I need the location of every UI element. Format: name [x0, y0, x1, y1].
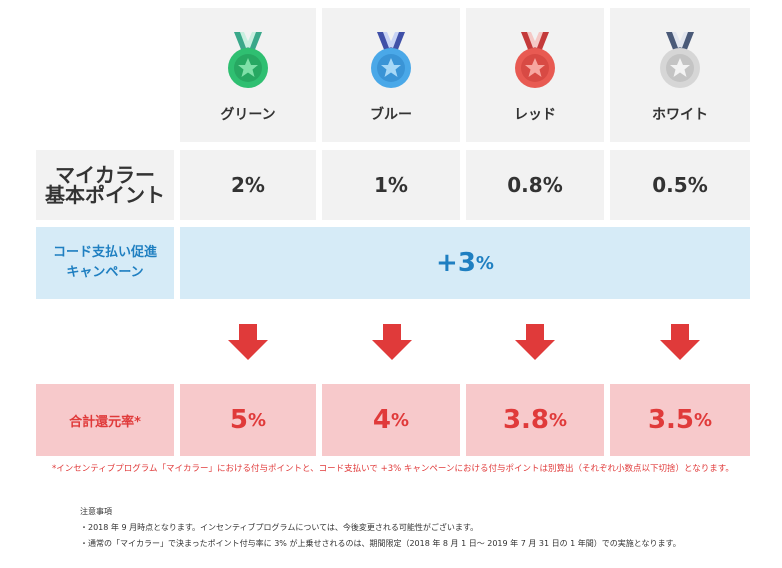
- blue-medal-icon: [371, 32, 411, 88]
- base-points-label-line1: マイカラー: [55, 163, 155, 187]
- footnote: *インセンティブプログラム「マイカラー」における付与ポイントと、コード支払いで …: [52, 464, 734, 474]
- campaign-label-line1: コード支払い促進: [52, 245, 157, 260]
- green-medal-icon: [228, 32, 268, 88]
- notes-item: ・通常の「マイカラー」で決まったポイント付与率に 3% が上乗せされるのは、期間…: [80, 539, 681, 548]
- total-rate-green: 5%: [180, 384, 316, 456]
- total-rate-unit: %: [549, 409, 568, 431]
- campaign-bonus-unit: %: [475, 252, 494, 274]
- arrow-down-icon: [515, 324, 555, 360]
- base-points-white: 0.5%: [610, 150, 750, 220]
- rank-name-white: ホワイト: [652, 107, 708, 123]
- rank-name-red: レッド: [514, 107, 556, 123]
- base-points-green: 2%: [180, 150, 316, 220]
- campaign-bonus-number: +3: [436, 248, 476, 278]
- total-rate-number: 4: [372, 405, 392, 435]
- total-rate-red: 3.8%: [466, 384, 604, 456]
- total-rate-unit: %: [694, 409, 713, 431]
- rank-header-green: グリーン: [180, 8, 316, 142]
- rank-header-red: レッド: [466, 8, 604, 142]
- total-rate-white: 3.5%: [610, 384, 750, 456]
- total-rate-number: 3.8: [502, 405, 549, 435]
- base-points-label: マイカラー 基本ポイント: [36, 150, 174, 220]
- red-medal-icon: [515, 32, 555, 88]
- total-rate-blue: 4%: [322, 384, 460, 456]
- arrow-down-icon: [228, 324, 268, 360]
- base-points-blue: 1%: [322, 150, 460, 220]
- notes-item: ・2018 年 9 月時点となります。インセンティブプログラムについては、今後変…: [80, 523, 479, 532]
- rank-header-blue: ブルー: [322, 8, 460, 142]
- notes-section: 注意事項 ・2018 年 9 月時点となります。インセンティブプログラムについて…: [80, 504, 681, 552]
- base-points-red: 0.8%: [466, 150, 604, 220]
- campaign-label-line2: キャンペーン: [66, 265, 144, 280]
- total-rate-number: 5: [229, 405, 249, 435]
- white-medal-icon: [660, 32, 700, 88]
- notes-title: 注意事項: [80, 507, 112, 516]
- arrow-down-icon: [372, 324, 412, 360]
- total-rate-unit: %: [391, 409, 410, 431]
- total-rate-number: 3.5: [647, 405, 694, 435]
- arrow-down-icon: [660, 324, 700, 360]
- campaign-bonus-value: +3%: [180, 227, 750, 299]
- total-rate-unit: %: [248, 409, 267, 431]
- rank-name-green: グリーン: [220, 107, 276, 123]
- rank-header-white: ホワイト: [610, 8, 750, 142]
- total-rate-label: 合計還元率*: [36, 384, 174, 456]
- campaign-label: コード支払い促進 キャンペーン: [36, 227, 174, 299]
- rank-name-blue: ブルー: [370, 107, 412, 123]
- base-points-label-line2: 基本ポイント: [45, 183, 165, 207]
